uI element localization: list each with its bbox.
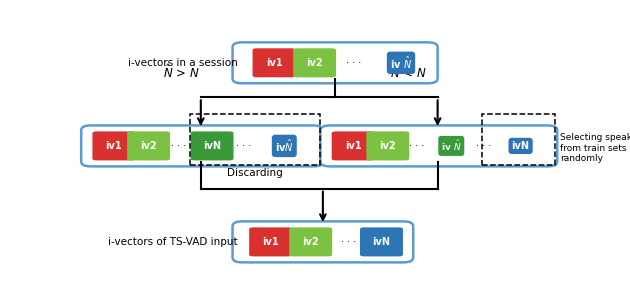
Text: iv1: iv1 [266, 58, 282, 68]
Text: ivN: ivN [372, 237, 391, 247]
Text: iv1: iv1 [345, 141, 362, 151]
Text: · · ·: · · · [171, 141, 186, 151]
Text: iv1: iv1 [262, 237, 279, 247]
Text: ivN: ivN [203, 141, 221, 151]
FancyBboxPatch shape [190, 131, 234, 161]
FancyBboxPatch shape [289, 227, 332, 256]
FancyBboxPatch shape [360, 227, 403, 256]
Text: · · ·: · · · [410, 141, 425, 151]
Text: iv$\hat{N}$: iv$\hat{N}$ [275, 138, 294, 154]
FancyBboxPatch shape [127, 131, 170, 161]
Text: iv2: iv2 [379, 141, 396, 151]
FancyBboxPatch shape [321, 126, 558, 166]
Text: · · ·: · · · [476, 141, 491, 151]
FancyBboxPatch shape [232, 42, 438, 83]
Text: iv2: iv2 [140, 141, 157, 151]
Text: iv2: iv2 [306, 58, 323, 68]
FancyBboxPatch shape [253, 48, 295, 77]
Text: i-vectors in a session: i-vectors in a session [128, 58, 238, 68]
FancyBboxPatch shape [366, 131, 410, 161]
Text: ivN: ivN [512, 141, 530, 151]
Text: Discarding: Discarding [227, 168, 283, 178]
Text: Selecting speakers
from train sets
randomly: Selecting speakers from train sets rando… [559, 133, 630, 163]
FancyBboxPatch shape [93, 131, 135, 161]
Text: · · ·: · · · [341, 237, 357, 247]
FancyBboxPatch shape [81, 126, 323, 166]
FancyBboxPatch shape [232, 221, 413, 262]
Text: iv $\hat{N}$: iv $\hat{N}$ [441, 139, 462, 153]
Text: · · ·: · · · [346, 58, 361, 68]
FancyBboxPatch shape [331, 131, 375, 161]
FancyBboxPatch shape [293, 48, 336, 77]
Text: · · ·: · · · [236, 141, 251, 151]
Text: iv2: iv2 [302, 237, 319, 247]
Text: i-vectors of TS-VAD input: i-vectors of TS-VAD input [108, 237, 238, 247]
Text: $\hat{N}$ < $N$: $\hat{N}$ < $N$ [390, 63, 427, 81]
Text: iv1: iv1 [106, 141, 122, 151]
Text: $\hat{N}$ > $N$: $\hat{N}$ > $N$ [163, 63, 200, 81]
FancyBboxPatch shape [249, 227, 292, 256]
Text: iv $\hat{N}$: iv $\hat{N}$ [390, 55, 412, 71]
